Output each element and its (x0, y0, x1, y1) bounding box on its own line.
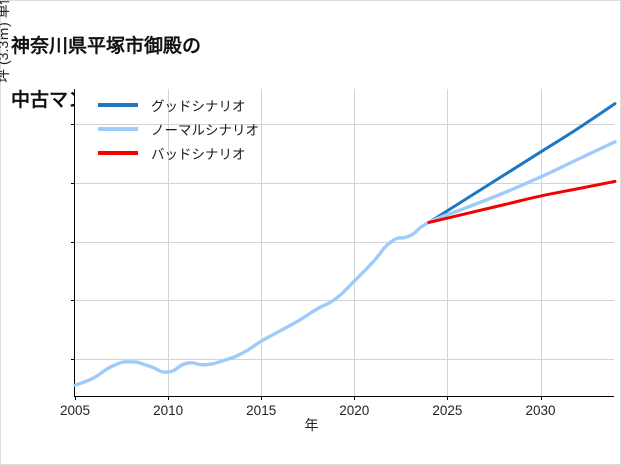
gridline-vertical (261, 89, 263, 396)
gridline-horizontal (75, 300, 614, 302)
legend-label-good: グッドシナリオ (151, 99, 246, 114)
chart-legend: グッドシナリオ ノーマルシナリオ バッドシナリオ (98, 91, 313, 167)
x-tick-mark (540, 396, 542, 400)
legend-label-bad: バッドシナリオ (151, 147, 246, 162)
x-tick-label: 2030 (525, 403, 556, 418)
gridline-horizontal (75, 241, 614, 243)
x-tick-mark (447, 396, 449, 400)
x-tick-mark (168, 396, 170, 400)
y-tick-mark (71, 300, 75, 302)
x-axis-label: 年 (304, 417, 319, 433)
x-tick-label: 2005 (59, 403, 91, 418)
gridline-vertical (354, 89, 356, 396)
legend-swatch-normal (98, 127, 138, 131)
x-tick-label: 2010 (153, 403, 184, 418)
series-line (73, 140, 617, 387)
series-lines (73, 102, 617, 387)
series-line (427, 179, 617, 224)
gridline-horizontal (75, 358, 614, 360)
x-tick-mark (261, 396, 263, 400)
gridline-horizontal (75, 124, 614, 126)
legend-swatch-good (98, 103, 138, 107)
gridline-vertical (540, 89, 542, 396)
series-line (427, 102, 617, 224)
x-tick-label: 2025 (432, 403, 463, 418)
x-tick-label: 2020 (339, 403, 370, 418)
x-tick-mark (75, 396, 76, 400)
legend-swatch-bad (98, 151, 138, 155)
x-tick-label: 2015 (246, 403, 277, 418)
y-tick-mark (71, 124, 75, 126)
x-tick-mark (354, 396, 356, 400)
gridline-vertical (168, 89, 170, 396)
y-tick-mark (71, 358, 75, 360)
y-tick-mark (71, 182, 75, 184)
y-axis-label: 坪 (3.3㎡) 単価 (万円) (0, 0, 11, 83)
chart-title-line-1: 神奈川県平塚市御殿の (11, 35, 202, 57)
y-tick-mark (71, 241, 75, 243)
legend-item-bad[interactable]: バッドシナリオ (98, 141, 313, 165)
legend-item-normal[interactable]: ノーマルシナリオ (98, 117, 313, 141)
gridline-horizontal (75, 182, 614, 184)
gridline-vertical (447, 89, 449, 396)
legend-item-good[interactable]: グッドシナリオ (98, 93, 313, 117)
legend-label-normal: ノーマルシナリオ (151, 123, 259, 138)
